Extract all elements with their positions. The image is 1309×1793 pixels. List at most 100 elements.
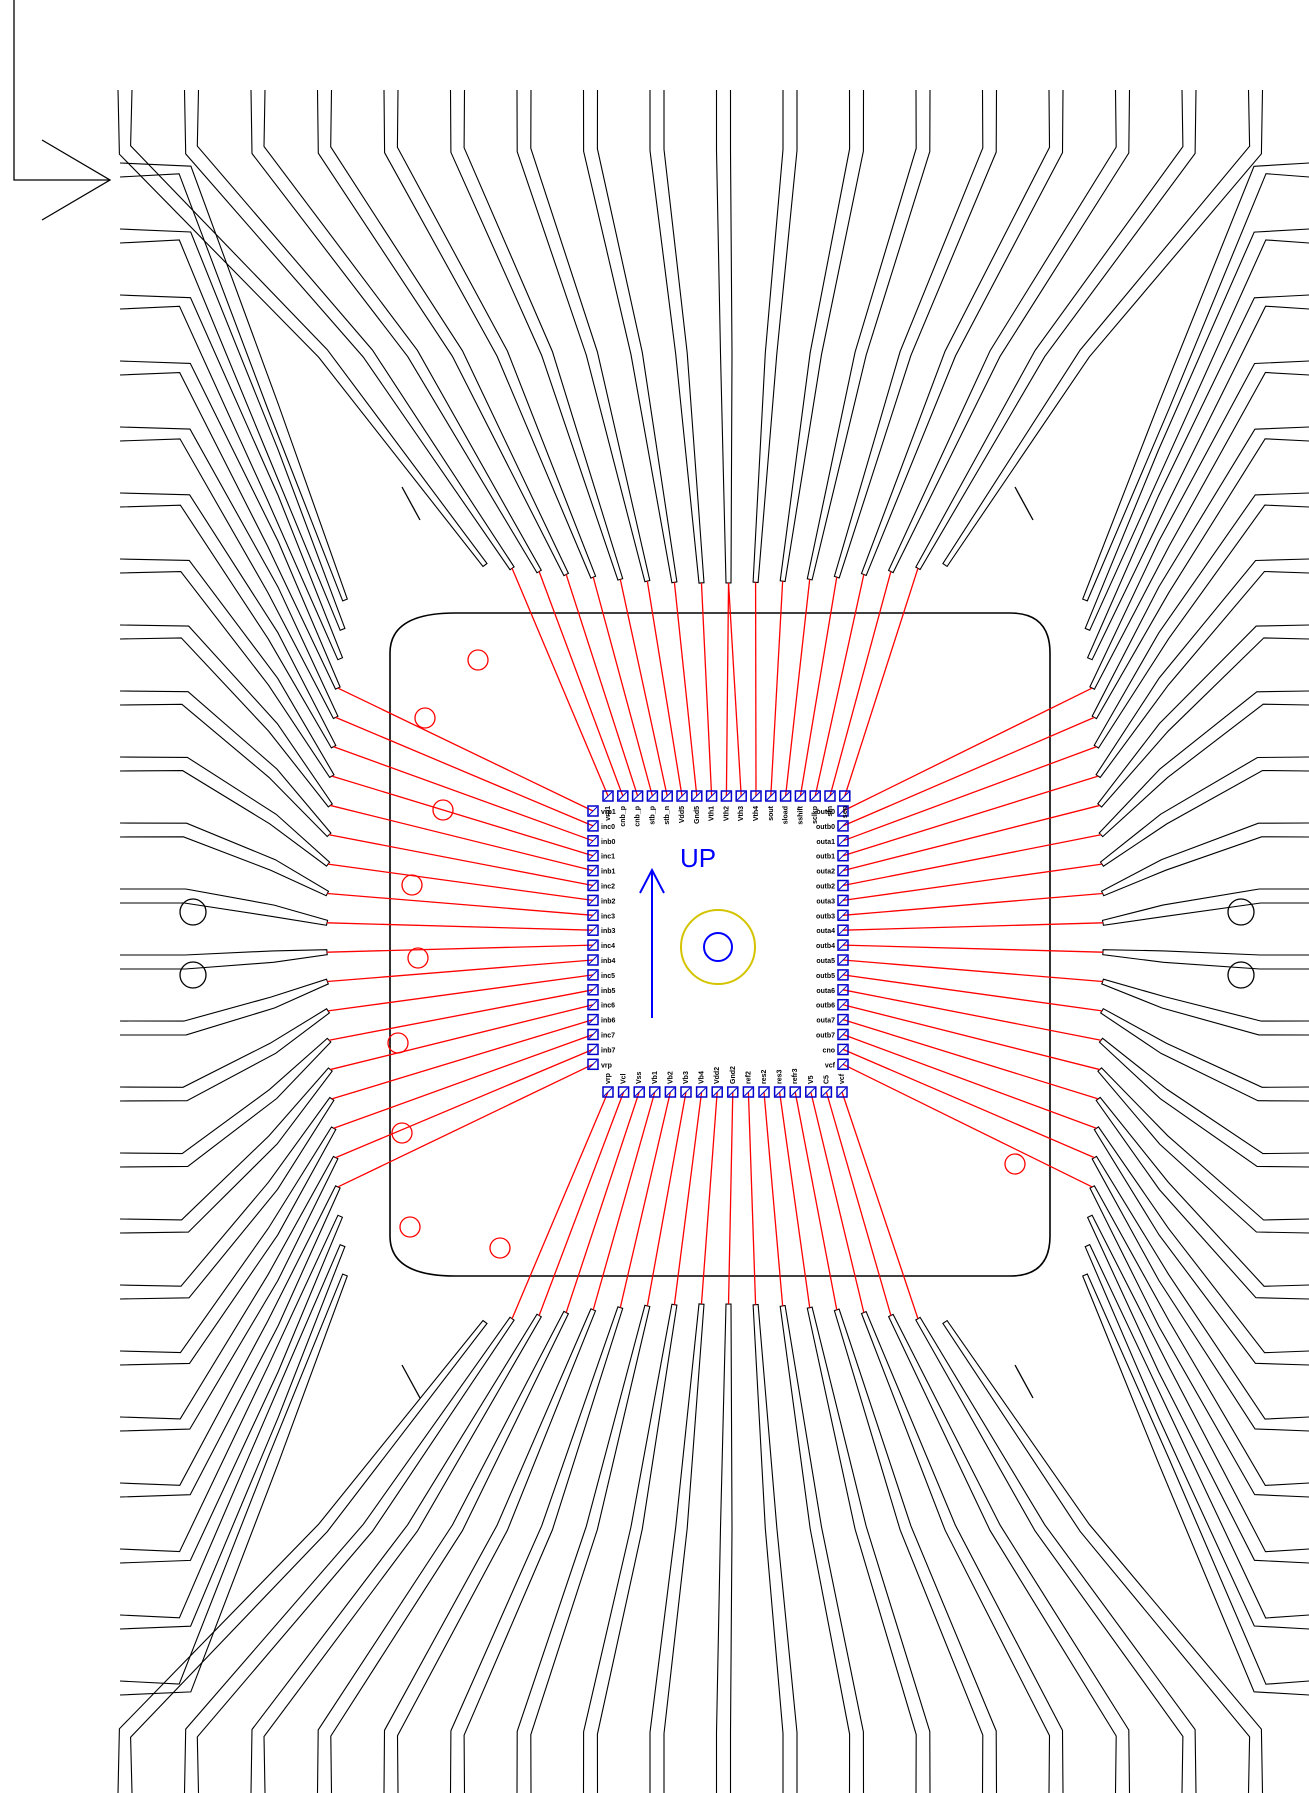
wire-bottom-11 xyxy=(778,1091,811,1308)
label-left-15: inc7 xyxy=(601,1033,615,1040)
pad-right-5 xyxy=(837,879,849,892)
label-top-7: Vth1 xyxy=(709,806,716,821)
wire-bottom-2 xyxy=(565,1091,640,1313)
lead-right-14 xyxy=(1099,1007,1309,1102)
label-right-8: outa4 xyxy=(816,928,835,935)
label-left-2: inb0 xyxy=(601,839,615,846)
pad-top-5 xyxy=(676,790,688,802)
pad-right-11-tick xyxy=(838,970,848,980)
marker-circle-icon xyxy=(399,1216,421,1238)
pad-bottom-4 xyxy=(664,1086,677,1098)
wire-right-7 xyxy=(842,892,1103,916)
lead-left-21 xyxy=(119,1214,344,1564)
lead-frame xyxy=(117,89,1309,1793)
lead-right-17 xyxy=(1095,1096,1309,1300)
pad-left-11 xyxy=(587,969,599,981)
wire-left-16 xyxy=(335,1048,594,1159)
pad-bottom-15 xyxy=(836,1086,848,1098)
pad-left-7 xyxy=(587,909,599,922)
label-top-1: cnb_p xyxy=(620,806,627,827)
tie-bar xyxy=(1014,486,1034,521)
pad-bottom-9 xyxy=(742,1086,755,1098)
wire-right-5 xyxy=(842,834,1102,887)
label-top-10: Vth4 xyxy=(753,806,760,821)
label-top-4: stb_n xyxy=(664,806,671,825)
lead-top-5 xyxy=(449,89,624,581)
pad-left-7-tick xyxy=(588,910,598,920)
lead-left-23 xyxy=(119,1273,349,1696)
lead-bottom-3 xyxy=(316,1310,570,1793)
lead-right-7 xyxy=(1097,624,1309,808)
label-bottom-1: Vcl xyxy=(621,1073,628,1084)
label-bottom-9: ref2 xyxy=(745,1071,752,1084)
lead-right-21 xyxy=(1086,1214,1309,1564)
orientation-mark: UP xyxy=(639,843,756,1018)
lead-right-2 xyxy=(1086,294,1309,661)
wire-top-11 xyxy=(770,581,784,797)
label-right-15: outb7 xyxy=(816,1033,835,1040)
mounting-hole-icon xyxy=(1227,961,1255,989)
pad-top-3-tick xyxy=(648,791,657,801)
label-right-14: outa7 xyxy=(816,1018,835,1025)
lead-top-14 xyxy=(860,89,1064,577)
pad-bottom-8 xyxy=(727,1086,739,1098)
wire-top-0 xyxy=(511,568,609,797)
pad-right-8 xyxy=(837,924,849,936)
pad-bottom-8-tick xyxy=(728,1087,738,1097)
lead-right-22 xyxy=(1084,1243,1309,1630)
pad-top-11 xyxy=(765,790,777,802)
pad-left-10 xyxy=(587,954,599,966)
pad-bottom-14 xyxy=(820,1086,833,1098)
pad-left-17 xyxy=(587,1058,599,1071)
pad-top-7 xyxy=(705,790,718,802)
wire-right-6 xyxy=(842,863,1103,902)
pad-left-4 xyxy=(587,864,599,877)
lead-right-16 xyxy=(1097,1067,1309,1234)
bond-wires xyxy=(327,568,1103,1319)
lead-left-11 xyxy=(120,888,329,926)
label-bottom-2: Vss xyxy=(636,1071,643,1084)
pad-right-12 xyxy=(837,984,849,996)
pad-top-6-tick xyxy=(692,791,702,801)
label-bottom-4: Vb2 xyxy=(667,1071,674,1084)
wire-left-13 xyxy=(330,1004,594,1071)
label-left-12: inb5 xyxy=(601,988,615,995)
label-top-8: Vth2 xyxy=(723,806,730,821)
label-right-3: outb1 xyxy=(816,854,835,861)
label-right-7: outb3 xyxy=(816,913,835,920)
label-left-14: inb6 xyxy=(601,1018,615,1025)
wire-left-10 xyxy=(327,959,594,983)
pad-left-5 xyxy=(587,879,599,892)
pad-bottom-9-tick xyxy=(744,1087,753,1097)
lead-left-12 xyxy=(120,949,328,970)
wire-right-17 xyxy=(842,1063,1093,1188)
lead-right-5 xyxy=(1093,492,1309,749)
pad-right-3 xyxy=(837,849,849,862)
pad-bottom-10 xyxy=(758,1086,770,1098)
label-top-13: sshift xyxy=(797,805,804,824)
pad-bottom-7 xyxy=(711,1086,723,1098)
pad-left-16 xyxy=(587,1043,599,1056)
label-left-10: inb4 xyxy=(601,958,615,965)
pad-left-2 xyxy=(587,835,599,847)
lead-bottom-12 xyxy=(806,1306,931,1793)
bond-pads xyxy=(587,790,851,1098)
wire-left-5 xyxy=(328,834,594,887)
pad-left-11-tick xyxy=(588,970,598,980)
pad-bottom-6-tick xyxy=(697,1087,706,1097)
wire-top-2 xyxy=(565,574,639,797)
label-left-1: inc0 xyxy=(601,824,615,831)
pad-top-0-tick xyxy=(603,791,613,801)
pad-top-14 xyxy=(809,790,821,802)
wire-bottom-6 xyxy=(673,1091,703,1305)
pad-right-0-tick xyxy=(838,806,848,816)
pad-right-7-tick xyxy=(838,910,848,920)
lead-bottom-9 xyxy=(715,1303,733,1793)
wire-right-14 xyxy=(842,1018,1099,1100)
pad-left-1 xyxy=(587,820,599,832)
pad-right-4 xyxy=(837,864,849,877)
wire-right-0 xyxy=(842,687,1093,812)
lead-left-5 xyxy=(119,492,337,749)
marker-circle-icon xyxy=(1004,1153,1026,1175)
tie-bar xyxy=(401,1364,421,1399)
